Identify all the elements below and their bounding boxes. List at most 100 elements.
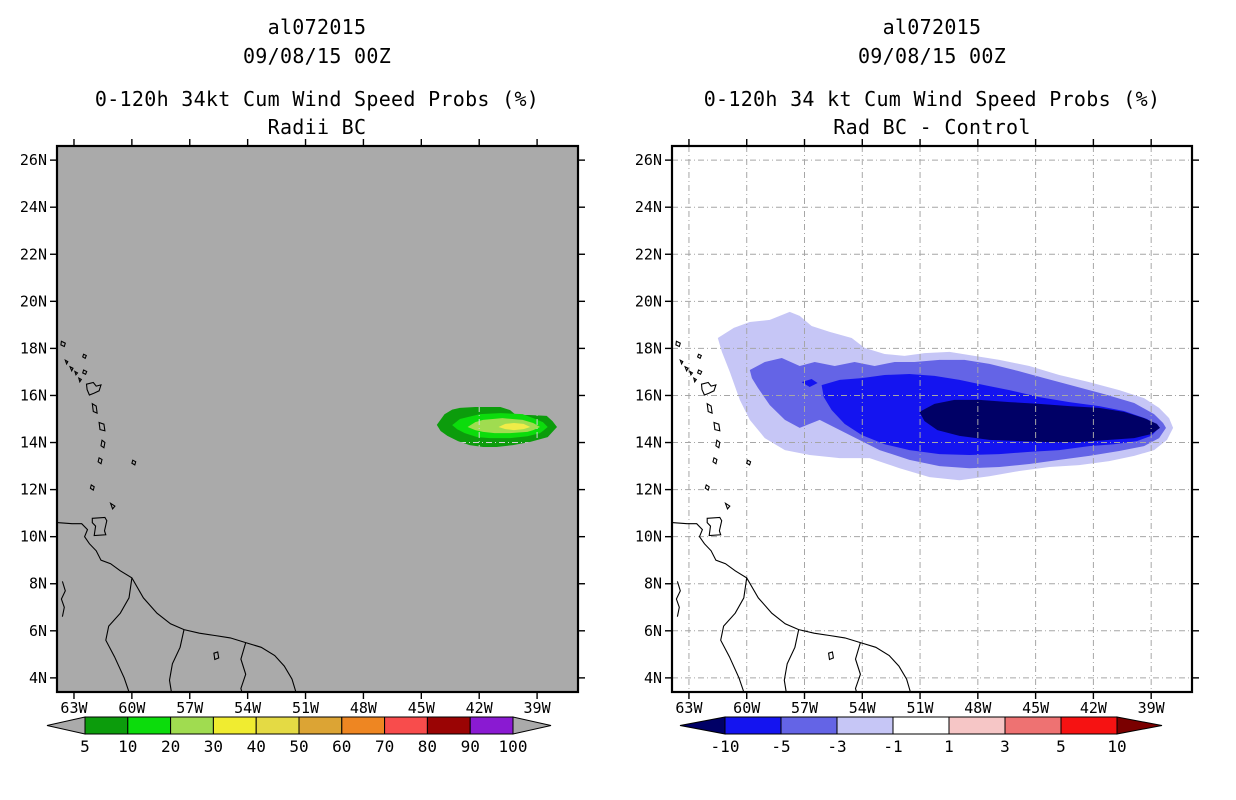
colorbar-segment xyxy=(170,716,214,735)
colorbar-label: 70 xyxy=(375,737,394,756)
island-outline xyxy=(98,421,106,432)
island-outline xyxy=(688,370,694,376)
colorbar-label: 60 xyxy=(332,737,351,756)
y-tick-label: 12N xyxy=(635,481,662,499)
colorbar: 5 10 20 30 40 50 60 70 80 90 100 xyxy=(46,716,552,756)
x-tick-label: 42W xyxy=(466,699,494,717)
island-outline xyxy=(89,484,95,491)
coastlines xyxy=(671,340,911,693)
y-tick-label: 22N xyxy=(20,245,47,263)
contour-level--10 xyxy=(919,399,1160,443)
colorbar: -10 -5 -3 -1 1 3 5 10 xyxy=(679,716,1163,756)
colorbar-label: -10 xyxy=(711,737,740,756)
island-outline xyxy=(679,359,684,366)
x-tick-label: 51W xyxy=(292,699,320,717)
island-outline xyxy=(77,376,83,384)
x-tick-label: 42W xyxy=(1080,699,1108,717)
coastline-path xyxy=(240,642,247,693)
experiment-label: Radii BC xyxy=(268,115,367,139)
island-outline xyxy=(64,359,69,366)
y-tick-label: 18N xyxy=(635,339,662,357)
y-tick-label: 16N xyxy=(635,386,662,404)
colorbar-segment xyxy=(724,716,782,735)
x-tick-label: 54W xyxy=(849,699,877,717)
colorbar-label: -3 xyxy=(827,737,846,756)
init-time: 09/08/15 00Z xyxy=(858,44,1006,68)
colorbar-label: -1 xyxy=(883,737,902,756)
y-tick-label: 22N xyxy=(635,245,662,263)
x-tick-label: 54W xyxy=(234,699,262,717)
colorbar-segment xyxy=(426,716,471,735)
colorbar-label: 20 xyxy=(161,737,180,756)
x-tick-label: 60W xyxy=(733,699,761,717)
y-tick-label: 14N xyxy=(20,434,47,452)
product-title: 0-120h 34 kt Cum Wind Speed Probs (%) xyxy=(704,87,1161,111)
colorbar-segment xyxy=(341,716,386,735)
island-outline xyxy=(213,651,220,661)
y-tick-label: 20N xyxy=(635,292,662,310)
coastline-path xyxy=(675,581,681,617)
map-frame xyxy=(670,144,1194,694)
x-tick-label: 51W xyxy=(907,699,935,717)
init-time: 09/08/15 00Z xyxy=(243,44,391,68)
coastline-path xyxy=(56,522,297,693)
island-outline xyxy=(700,381,717,396)
difference-map: 63W 60W 57W 54W 51W 48W 45W 42W 39W 26N 24N 22N 20N 1… xyxy=(635,139,1199,717)
experiment-label: Rad BC - Control xyxy=(833,115,1030,139)
x-tick-label: 48W xyxy=(350,699,378,717)
colorbar-label: 10 xyxy=(118,737,137,756)
colorbar-left-arrow xyxy=(679,716,726,735)
colorbar-segment xyxy=(212,716,257,735)
island-outline xyxy=(696,353,703,360)
colorbar-label: 40 xyxy=(247,737,266,756)
y-tick-label: 14N xyxy=(635,434,662,452)
contour-level-30 xyxy=(498,423,531,431)
x-tick-label: 60W xyxy=(118,699,146,717)
x-tick-label: 45W xyxy=(408,699,436,717)
x-tick-label: 57W xyxy=(791,699,819,717)
storm-id: al072015 xyxy=(883,15,982,39)
island-outline xyxy=(724,501,731,510)
colorbar-segment xyxy=(780,716,838,735)
colorbar-segment xyxy=(836,716,894,735)
island-outline xyxy=(746,459,752,466)
island-outline xyxy=(684,365,689,373)
colorbar-segment xyxy=(948,716,1006,735)
island-outline xyxy=(696,369,703,376)
island-outline xyxy=(82,353,88,360)
colorbar-label: 50 xyxy=(289,737,308,756)
island-outline xyxy=(704,484,710,491)
colorbar-label: 5 xyxy=(1056,737,1066,756)
colorbar-segment xyxy=(298,716,343,735)
colorbar-segment xyxy=(892,716,950,735)
y-tick-label: 4N xyxy=(29,669,47,687)
island-outline xyxy=(827,651,835,661)
colorbar-label: 100 xyxy=(499,737,528,756)
x-tick-label: 57W xyxy=(176,699,204,717)
island-outline xyxy=(73,370,79,376)
island-outline xyxy=(715,439,721,449)
panel-rad-bc-minus-control: al072015 09/08/15 00Z 0-120h 34 kt Cum W… xyxy=(618,0,1236,800)
island-outline xyxy=(713,421,721,432)
coastline-path xyxy=(60,581,66,617)
colorbar-label: -5 xyxy=(771,737,790,756)
colorbar-right-arrow xyxy=(512,716,552,735)
island-outline xyxy=(100,439,106,449)
y-tick-label: 10N xyxy=(20,528,47,546)
island-outline xyxy=(97,456,103,465)
island-outline xyxy=(692,377,698,384)
island-outline xyxy=(69,365,74,373)
colorbar-label: 10 xyxy=(1107,737,1126,756)
y-tick-label: 20N xyxy=(20,292,47,310)
island-outline xyxy=(91,402,98,414)
island-outline xyxy=(109,501,116,510)
axis-ticks xyxy=(665,139,1199,699)
colorbar-segment xyxy=(1060,716,1118,735)
coastline-path xyxy=(105,577,133,693)
y-tick-label: 8N xyxy=(644,575,662,593)
y-tick-label: 12N xyxy=(20,481,47,499)
x-tick-label: 63W xyxy=(675,699,703,717)
coastline-path xyxy=(671,522,911,693)
colorbar-label: 5 xyxy=(80,737,90,756)
island-outline xyxy=(706,516,723,537)
